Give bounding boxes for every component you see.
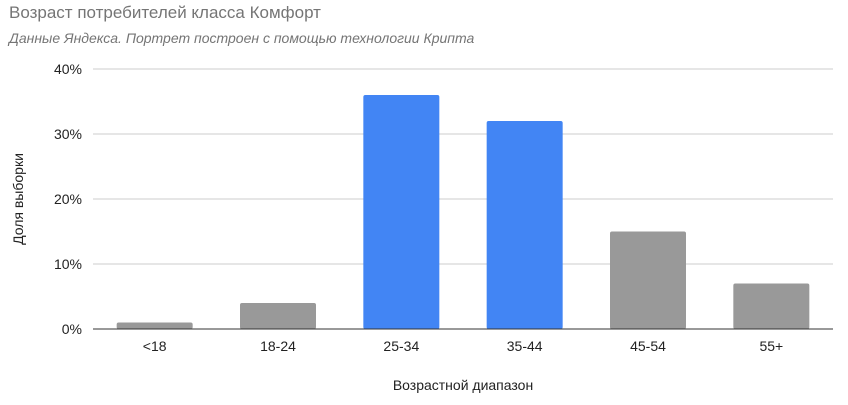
x-tick-label: 45-54: [630, 338, 666, 354]
y-axis-ticks: 0% 10% 20% 30% 40%: [54, 61, 82, 337]
bar: [610, 231, 686, 329]
y-tick-label: 10%: [54, 256, 82, 272]
y-tick-label: 20%: [54, 191, 82, 207]
x-tick-label: 35-44: [507, 338, 543, 354]
y-tick-label: 30%: [54, 126, 82, 142]
x-tick-label: <18: [143, 338, 167, 354]
bar: [240, 303, 316, 329]
x-tick-label: 18-24: [260, 338, 296, 354]
x-tick-label: 25-34: [383, 338, 419, 354]
y-tick-label: 40%: [54, 61, 82, 77]
chart-subtitle: Данные Яндекса. Портрет построен с помощ…: [9, 30, 475, 46]
x-axis-label: Возрастной диапазон: [393, 377, 533, 393]
chart-title: Возраст потребителей класса Комфорт: [9, 3, 321, 22]
bar: [733, 283, 810, 329]
x-axis-ticks: <18 18-24 25-34 35-44 45-54 55+: [143, 338, 783, 354]
bars: [116, 95, 810, 329]
gridlines: [93, 68, 833, 265]
y-axis-label: Доля выборки: [10, 153, 26, 245]
bar: [486, 121, 563, 329]
y-tick-label: 0%: [62, 321, 82, 337]
bar: [363, 95, 440, 329]
x-tick-label: 55+: [759, 338, 783, 354]
bar: [116, 322, 193, 329]
